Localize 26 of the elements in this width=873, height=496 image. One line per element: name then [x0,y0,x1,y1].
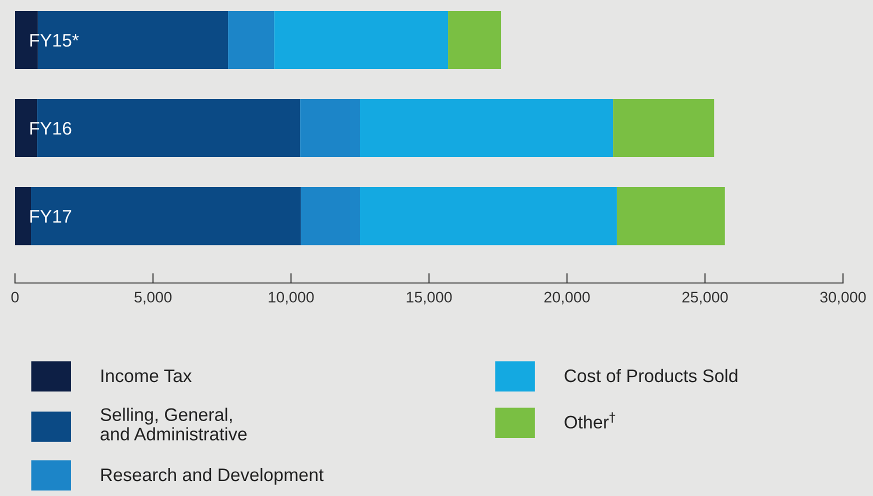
bar [360,186,617,246]
y-tick-label: FY15* [30,34,79,47]
y-tick-label: FY17 [30,210,72,223]
legend-label: Cost of Products Sold [564,368,738,382]
x-tick-label: 5,000 [134,292,172,304]
x-tick-label: 30,000 [820,292,866,304]
bar [300,186,360,246]
bar [300,98,360,158]
bar [15,186,32,246]
y-tick-label: FY16 [30,122,72,135]
x-tick-label: 15,000 [406,292,452,304]
bar [616,186,725,246]
x-tick-label: 25,000 [682,292,728,304]
legend-label: Selling, General, and Administrative [100,408,247,440]
legend-label: Research and Development [101,468,324,485]
bar [613,98,714,158]
bar [448,10,502,70]
bar [274,10,448,70]
x-tick-label: 0 [11,292,19,303]
legend-label: Income Tax [102,370,192,382]
bar [31,186,301,246]
x-tick-label: 10,000 [268,292,314,304]
x-tick-label: 20,000 [544,292,590,304]
bar [228,10,274,70]
legend-label: Other$^{†}$ [564,412,616,429]
bar [360,98,614,158]
